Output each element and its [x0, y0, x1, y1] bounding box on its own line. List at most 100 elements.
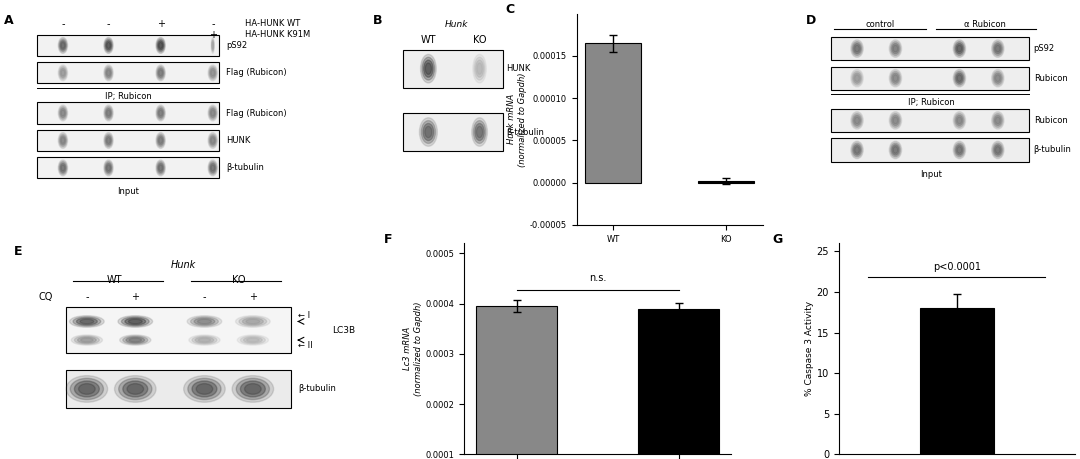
Ellipse shape [477, 63, 483, 74]
Text: WT: WT [420, 35, 436, 45]
Ellipse shape [105, 67, 112, 79]
Ellipse shape [889, 40, 902, 57]
Ellipse shape [956, 145, 963, 155]
Ellipse shape [956, 44, 963, 54]
Ellipse shape [192, 381, 217, 397]
Bar [698, 181, 754, 183]
Ellipse shape [853, 145, 861, 155]
Text: n.s.: n.s. [589, 274, 606, 284]
Ellipse shape [106, 108, 111, 118]
Ellipse shape [235, 316, 270, 327]
Ellipse shape [212, 39, 214, 52]
Text: +: + [248, 292, 257, 302]
Ellipse shape [994, 73, 1001, 84]
Text: -: - [62, 19, 65, 29]
Ellipse shape [58, 160, 68, 176]
Ellipse shape [158, 41, 163, 50]
Ellipse shape [212, 42, 214, 49]
Text: p<0.0001: p<0.0001 [933, 262, 981, 272]
Text: A: A [4, 14, 14, 27]
Ellipse shape [852, 113, 862, 127]
Ellipse shape [156, 133, 165, 148]
Ellipse shape [955, 113, 964, 127]
Text: -: - [107, 29, 110, 39]
Ellipse shape [104, 105, 113, 121]
Text: KO: KO [473, 35, 486, 45]
Ellipse shape [210, 108, 216, 118]
Ellipse shape [190, 317, 218, 326]
Text: CQ: CQ [39, 292, 53, 302]
Ellipse shape [473, 55, 486, 83]
Ellipse shape [232, 375, 273, 402]
Ellipse shape [239, 317, 267, 326]
Text: +: + [208, 29, 217, 39]
Bar [37, 102, 219, 123]
Ellipse shape [159, 165, 162, 171]
Ellipse shape [246, 319, 260, 324]
X-axis label: Hunk: Hunk [657, 249, 683, 259]
Ellipse shape [60, 41, 66, 50]
Ellipse shape [889, 141, 902, 159]
Ellipse shape [996, 146, 1000, 153]
Ellipse shape [954, 40, 966, 57]
Ellipse shape [210, 134, 216, 147]
Text: Hunk: Hunk [445, 20, 469, 29]
Ellipse shape [73, 317, 100, 326]
Ellipse shape [893, 45, 897, 52]
Ellipse shape [198, 319, 212, 324]
Ellipse shape [955, 71, 964, 85]
Ellipse shape [158, 68, 163, 78]
Ellipse shape [993, 113, 1002, 127]
Bar [37, 62, 219, 84]
Ellipse shape [851, 40, 863, 57]
Ellipse shape [853, 73, 861, 84]
Ellipse shape [107, 137, 110, 144]
Ellipse shape [123, 381, 148, 397]
Ellipse shape [854, 146, 860, 153]
Text: F: F [384, 233, 392, 246]
Ellipse shape [475, 123, 484, 140]
Ellipse shape [195, 337, 214, 343]
Text: pS92: pS92 [1034, 44, 1055, 53]
Ellipse shape [211, 110, 215, 116]
Text: IP; Rubicon: IP; Rubicon [105, 92, 151, 101]
Ellipse shape [473, 121, 486, 143]
Text: β-tubulin: β-tubulin [226, 163, 264, 173]
Ellipse shape [993, 71, 1002, 85]
Ellipse shape [476, 126, 483, 138]
Ellipse shape [854, 117, 860, 124]
Ellipse shape [59, 67, 67, 79]
Text: -: - [85, 292, 89, 302]
Ellipse shape [189, 335, 220, 345]
Ellipse shape [59, 134, 67, 147]
Ellipse shape [105, 162, 112, 174]
Ellipse shape [996, 75, 1000, 82]
Ellipse shape [210, 106, 216, 119]
Y-axis label: Hunk mRNA
(normalized to Gapdh): Hunk mRNA (normalized to Gapdh) [508, 72, 527, 167]
Ellipse shape [59, 162, 67, 174]
Ellipse shape [62, 70, 65, 76]
Text: -: - [211, 19, 215, 29]
Bar [476, 306, 557, 459]
Ellipse shape [71, 335, 103, 345]
Ellipse shape [159, 110, 162, 116]
Ellipse shape [889, 112, 902, 129]
Ellipse shape [212, 38, 214, 53]
Ellipse shape [211, 70, 215, 76]
Ellipse shape [199, 338, 211, 342]
Text: +: + [132, 292, 139, 302]
Ellipse shape [852, 42, 862, 56]
Ellipse shape [994, 115, 1001, 126]
Y-axis label: % Caspase 3 Activity: % Caspase 3 Activity [805, 301, 814, 397]
Ellipse shape [243, 337, 262, 343]
Ellipse shape [891, 143, 901, 157]
Text: Rubicon: Rubicon [1034, 73, 1067, 83]
Ellipse shape [58, 38, 68, 53]
Ellipse shape [851, 112, 863, 129]
Ellipse shape [954, 69, 966, 87]
Ellipse shape [119, 378, 152, 400]
Ellipse shape [159, 42, 162, 49]
Ellipse shape [891, 113, 901, 127]
Ellipse shape [59, 39, 67, 52]
Text: β-tubulin: β-tubulin [507, 128, 544, 136]
